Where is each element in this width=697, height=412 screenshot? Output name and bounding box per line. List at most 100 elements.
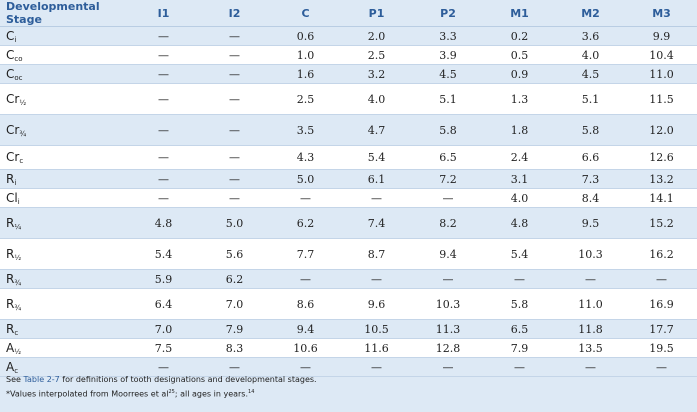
- table-cell: —: [199, 45, 270, 65]
- table-cell: 5.0: [270, 169, 341, 189]
- table-row: Ri — —5.0 6.1 7.2 3.1 7.3 13.2: [0, 169, 697, 189]
- footnote-definitions: See Table 2-7 for definitions of tooth d…: [6, 375, 317, 384]
- table-cell: —: [199, 188, 270, 208]
- table-cell: 9.5: [555, 207, 626, 239]
- table-cell: 5.6: [199, 238, 270, 270]
- table-cell: —: [128, 114, 199, 146]
- table-row: Ci — —0.6 2.0 3.3 0.2 3.6 9.9: [0, 26, 697, 46]
- table-cell: 8.3: [199, 338, 270, 358]
- table-cell: 0.9: [484, 64, 555, 84]
- table-cell: —: [412, 188, 484, 208]
- stage-subscript: c: [19, 157, 24, 165]
- table-cell: 4.8: [484, 207, 555, 239]
- stage-subscript: ½: [14, 347, 22, 356]
- stage-symbol: R: [6, 215, 15, 230]
- table-cell: 2.5: [341, 45, 412, 65]
- table-cell: 6.5: [412, 145, 484, 170]
- table-cell: —: [484, 357, 555, 377]
- table-row: Coc — —1.6 3.2 4.5 0.9 4.5 11.0: [0, 64, 697, 84]
- stage-label: Cr½: [0, 83, 128, 115]
- stage-subscript: co: [14, 54, 23, 63]
- table-cell: 11.0: [626, 64, 697, 84]
- table-cell: 8.2: [412, 207, 484, 239]
- stage-label: R½: [0, 238, 128, 270]
- table-cell: —: [626, 357, 697, 377]
- table-cell: 7.0: [128, 319, 199, 339]
- stage-symbol: A: [6, 359, 15, 374]
- table-cell: 5.4: [128, 238, 199, 270]
- table-cell: 6.2: [199, 269, 270, 289]
- table-cell: —: [341, 188, 412, 208]
- stage-label: Cli: [0, 188, 128, 208]
- table-cell: —: [555, 269, 626, 289]
- column-header-p2: P2: [412, 0, 484, 27]
- table-cell: 5.4: [484, 238, 555, 270]
- developmental-stage-table: Developmental Stage I1 I2 C P1 P2 M1 M2 M3 Ci — —0…: [0, 0, 697, 377]
- table-cell: 6.4: [128, 288, 199, 320]
- table-cell: 4.5: [412, 64, 484, 84]
- table-cell: —: [128, 83, 199, 115]
- table-cell: 9.4: [412, 238, 484, 270]
- table-row: Ac — — — — — — — —: [0, 357, 697, 377]
- stage-symbol: Cr: [6, 150, 20, 164]
- stage-symbol: Cr: [6, 91, 20, 106]
- table-cell: 3.3: [412, 26, 484, 46]
- stage-subscript: i: [14, 35, 17, 44]
- table-cell: —: [128, 64, 199, 84]
- stage-subscript: i: [14, 178, 17, 187]
- stage-subscript: c: [14, 328, 19, 337]
- table-row: R½ 5.4 5.6 7.7 8.7 9.4 5.4 10.3 16.2: [0, 238, 697, 270]
- table-cell: —: [199, 64, 270, 84]
- table-cell: —: [270, 357, 341, 377]
- stage-subscript: ¼: [14, 222, 22, 231]
- stage-label: A½: [0, 338, 128, 358]
- table-cell: 10.4: [626, 45, 697, 65]
- table-cell: —: [128, 26, 199, 46]
- table-row: Rc 7.0 7.9 9.4 10.5 11.3 6.5 11.8 17.7: [0, 319, 697, 339]
- table-row: Cco — —1.0 2.5 3.9 0.5 4.0 10.4: [0, 45, 697, 65]
- table-row: R¾ 6.4 7.0 8.6 9.6 10.3 5.8 11.0 16.9: [0, 288, 697, 320]
- table-cell: 16.9: [626, 288, 697, 320]
- stage-label: Rc: [0, 319, 128, 339]
- table-row: A½ 7.5 8.3 10.6 11.6 12.8 7.9 13.5 19.5: [0, 338, 697, 358]
- table-cell: 2.0: [341, 26, 412, 46]
- table-cell: 4.5: [555, 64, 626, 84]
- column-header-c: C: [270, 0, 341, 27]
- table-cell: 4.0: [484, 188, 555, 208]
- stage-label: R¼: [0, 207, 128, 239]
- table-cell: 15.2: [626, 207, 697, 239]
- table-row: R¾ 5.9 6.2— — — — — —: [0, 269, 697, 289]
- table-cell: 3.2: [341, 64, 412, 84]
- table-body: Ci — —0.6 2.0 3.3 0.2 3.6 9.9 Cco — —1.0 2.5 3.9 0.5 4…: [0, 26, 697, 377]
- stage-subscript: i: [17, 197, 20, 206]
- table-cell: 16.2: [626, 238, 697, 270]
- table-cell: 2.5: [270, 83, 341, 115]
- stage-symbol: R: [6, 321, 15, 336]
- stage-subscript: oc: [14, 73, 23, 82]
- table-cell: 12.0: [626, 114, 697, 146]
- table-cell: —: [555, 357, 626, 377]
- table-cell: 0.2: [484, 26, 555, 46]
- table-cell: 3.1: [484, 169, 555, 189]
- table-cell: —: [128, 188, 199, 208]
- table-cell: 7.2: [412, 169, 484, 189]
- table-cell: 13.5: [555, 338, 626, 358]
- table-cell: 9.9: [626, 26, 697, 46]
- column-header-i2: I2: [199, 0, 270, 27]
- table-cell: —: [199, 114, 270, 146]
- table-cell: 5.8: [484, 288, 555, 320]
- table-cell: —: [128, 169, 199, 189]
- table-cell: 3.9: [412, 45, 484, 65]
- table-row: Cr¾ — —3.5 4.7 5.8 1.8 5.8 12.0: [0, 114, 697, 146]
- table-footnotes: See Table 2-7 for definitions of tooth d…: [6, 374, 691, 401]
- table-cell: —: [199, 357, 270, 377]
- table-cell: 7.3: [555, 169, 626, 189]
- table-cell: 11.8: [555, 319, 626, 339]
- table-reference-link[interactable]: Table 2-7: [23, 375, 60, 384]
- stage-label: Ri: [0, 169, 128, 189]
- column-header-m2: M2: [555, 0, 626, 27]
- table-cell: 10.3: [412, 288, 484, 320]
- table-cell: 7.4: [341, 207, 412, 239]
- table-cell: —: [341, 357, 412, 377]
